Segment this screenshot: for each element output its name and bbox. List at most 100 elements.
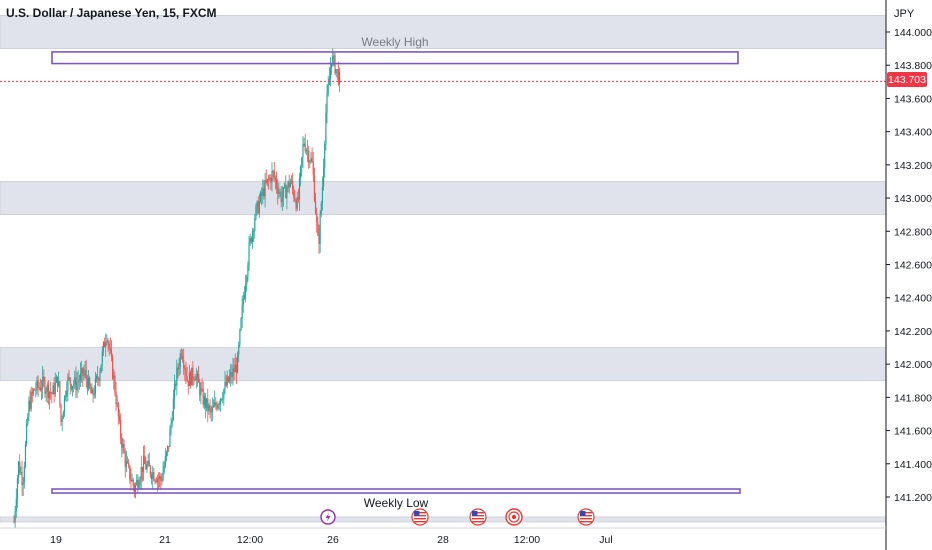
candle-body-267 — [319, 214, 321, 244]
candle-body-189 — [230, 372, 232, 377]
candle-body-143 — [177, 367, 179, 370]
candle-body-111 — [140, 466, 142, 480]
flag-canton — [414, 511, 420, 516]
candle-body-167 — [204, 396, 207, 408]
candle-body-83 — [108, 343, 110, 349]
candle-body-207 — [250, 237, 252, 243]
candle-body-47 — [67, 377, 69, 391]
candle-body-283 — [337, 69, 340, 84]
candle-body-274 — [327, 84, 329, 95]
candle-body-97 — [124, 452, 126, 467]
candle-body-114 — [144, 455, 146, 464]
candle-body-166 — [203, 396, 205, 405]
candle-body-50 — [70, 384, 72, 390]
y-tick-label-3: 143.400 — [894, 127, 932, 139]
candle-body-210 — [254, 218, 256, 232]
candle-body-40 — [59, 381, 61, 405]
candle-body-272 — [325, 113, 327, 144]
candle-body-19 — [35, 389, 37, 391]
flag-canton — [472, 511, 478, 516]
candle-body-244 — [293, 188, 295, 198]
candle-body-74 — [98, 379, 100, 381]
candle-body-188 — [228, 376, 231, 382]
candle-body-139 — [172, 398, 174, 421]
candle-body-55 — [76, 382, 78, 391]
candle-body-72 — [95, 376, 98, 379]
candle-body-157 — [193, 379, 195, 380]
candle-body-208 — [251, 230, 254, 243]
candle-body-226 — [272, 171, 274, 172]
flag-canton — [580, 511, 586, 516]
candle-body-78 — [102, 342, 105, 352]
candle-body-119 — [149, 466, 152, 475]
candle-body-216 — [261, 192, 263, 196]
candle-body-39 — [58, 381, 60, 386]
candle-body-221 — [266, 178, 268, 183]
candle-body-182 — [222, 398, 224, 400]
candle-body-2 — [15, 498, 17, 512]
candle-body-102 — [130, 479, 132, 482]
candle-body-268 — [320, 203, 322, 215]
candle-body-49 — [69, 377, 71, 385]
flag-stripe — [580, 521, 592, 523]
candle-body-104 — [132, 479, 134, 486]
x-tick-label-2: 12:00 — [237, 534, 263, 546]
candle-body-235 — [282, 187, 285, 198]
candle-body-92 — [118, 416, 121, 420]
y-tick-label-9: 142.200 — [894, 326, 932, 338]
candle-body-22 — [38, 387, 40, 388]
candle-body-165 — [202, 389, 204, 405]
candle-body-172 — [210, 408, 212, 413]
candle-body-60 — [82, 368, 84, 376]
candle-body-113 — [142, 455, 145, 472]
candle-body-108 — [137, 479, 139, 488]
candle-body-256 — [306, 150, 309, 152]
candle-body-115 — [145, 463, 147, 470]
candle-body-243 — [292, 180, 294, 189]
y-tick-label-11: 141.800 — [894, 392, 932, 404]
candle-body-41 — [60, 404, 62, 423]
candle-body-150 — [185, 370, 187, 377]
candle-body-56 — [77, 381, 79, 383]
candle-body-93 — [120, 419, 122, 438]
candle-body-195 — [236, 354, 239, 373]
candle-body-279 — [333, 55, 335, 57]
candle-body-146 — [180, 353, 183, 356]
candle-body-17 — [32, 389, 35, 394]
flag-stripe — [580, 512, 592, 514]
candle-body-27 — [44, 380, 46, 394]
x-tick-label-0: 19 — [50, 534, 62, 546]
y-tick-label-0: 144.000 — [894, 27, 932, 39]
sr-zone-3 — [0, 347, 887, 382]
candle-body-192 — [233, 368, 235, 373]
candle-body-214 — [258, 201, 260, 213]
candle-body-129 — [161, 480, 163, 482]
weekly-low-label: Weekly Low — [364, 496, 429, 510]
us-flag-icon — [469, 508, 487, 526]
candle-body-38 — [56, 376, 59, 386]
us-flag-icon — [577, 508, 595, 526]
time-axis[interactable]: 19 21 12:00 26 28 12:00 Jul — [50, 534, 613, 546]
candle-body-6 — [20, 472, 22, 474]
candle-body-183 — [223, 389, 225, 399]
candle-body-66 — [89, 377, 91, 387]
candle-body-99 — [126, 461, 129, 463]
candle-body-281 — [335, 69, 337, 74]
candle-body-135 — [168, 446, 170, 447]
candle-body-48 — [68, 377, 70, 378]
candle-body-262 — [313, 174, 316, 201]
candle-body-193 — [234, 364, 236, 373]
candle-body-184 — [224, 381, 226, 390]
candle-body-127 — [159, 476, 161, 479]
candle-body-261 — [312, 161, 314, 175]
x-tick-label-5: 12:00 — [514, 534, 540, 546]
candle-body-179 — [218, 403, 220, 405]
price-axis[interactable]: 144.000 143.800 143.600 143.400 143.200 143.0… — [886, 27, 932, 504]
weekly-low-box — [51, 488, 741, 494]
candle-body-1 — [14, 511, 16, 523]
candle-body-131 — [163, 465, 165, 472]
weekly-high-label: Weekly High — [361, 35, 428, 49]
candle-body-117 — [147, 460, 149, 466]
candle-body-142 — [176, 367, 178, 386]
